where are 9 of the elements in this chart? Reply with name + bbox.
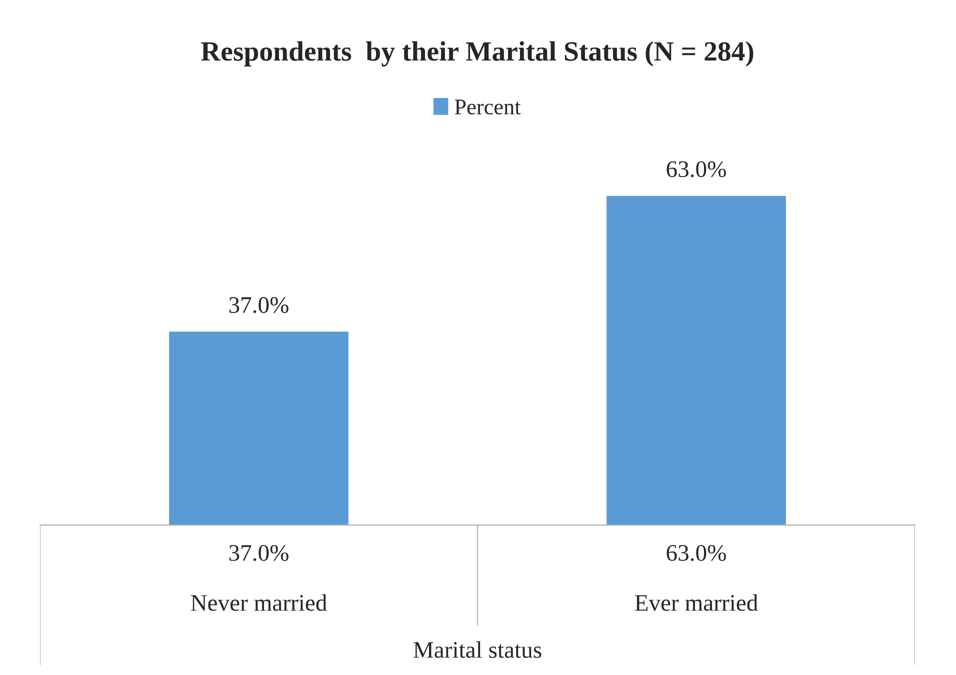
text: 63.0%: [666, 161, 726, 178]
x-axis-title: Marital status: [414, 641, 542, 658]
x-tick-label: Never married: [190, 594, 327, 611]
data-label: 37.0%: [229, 544, 288, 562]
text: 37.0%: [229, 297, 288, 314]
x-tick-label: Ever married: [634, 594, 758, 611]
chart-title: Respondents by their Marital Status (N = 284): [201, 41, 754, 67]
legend-label: Percent: [454, 100, 521, 114]
data-label: 63.0%: [666, 544, 726, 562]
